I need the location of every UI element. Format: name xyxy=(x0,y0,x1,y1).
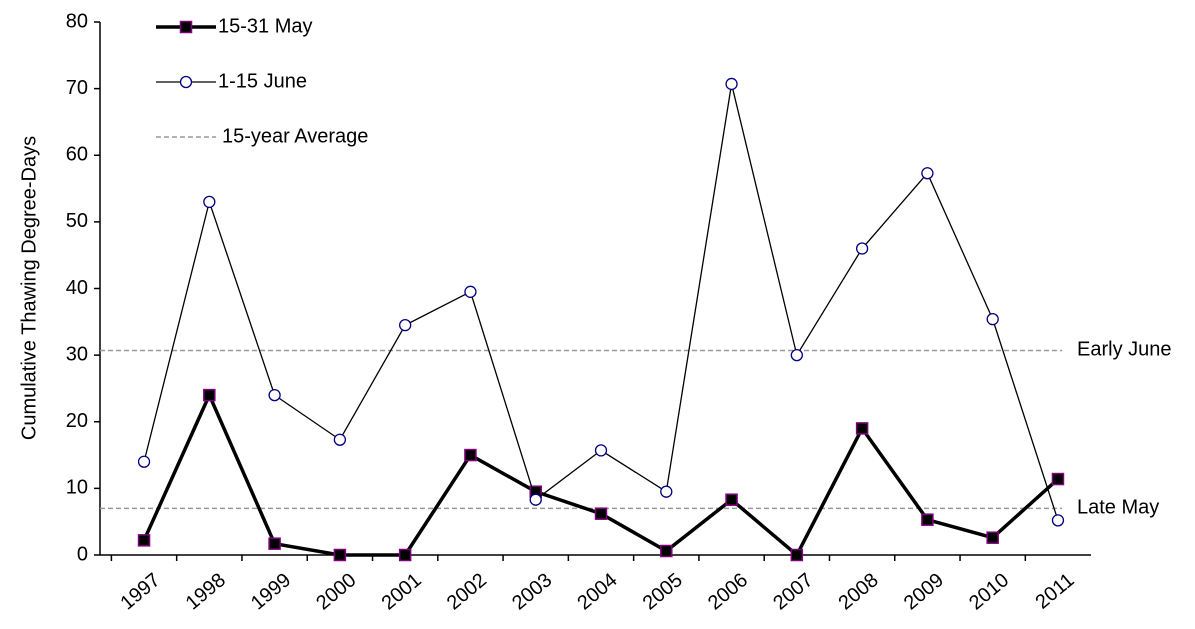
marker xyxy=(660,544,673,558)
marker xyxy=(398,548,412,562)
legend-label: 15-year Average xyxy=(222,125,368,147)
average-label: Early June xyxy=(1077,339,1172,361)
marker xyxy=(464,448,477,462)
average-label: Late May xyxy=(1077,497,1159,519)
legend-marker xyxy=(179,20,193,34)
x-tick-label: 2010 xyxy=(965,569,1013,614)
x-tick-label: 2002 xyxy=(443,569,491,614)
legend-marker xyxy=(179,75,193,89)
marker xyxy=(203,388,216,402)
y-tick-label: 80 xyxy=(66,10,88,32)
marker xyxy=(725,77,738,91)
x-tick-label: 2009 xyxy=(900,569,948,614)
marker xyxy=(725,493,738,506)
x-tick-label: 2005 xyxy=(639,569,687,614)
marker xyxy=(660,485,673,498)
y-tick-label: 70 xyxy=(66,77,88,99)
x-tick-label: 2004 xyxy=(573,569,621,614)
x-tick-label: 1999 xyxy=(247,569,295,614)
marker xyxy=(921,513,934,526)
marker xyxy=(137,534,151,547)
y-tick-label: 0 xyxy=(77,543,88,565)
marker xyxy=(137,455,151,468)
marker xyxy=(268,537,281,550)
marker xyxy=(1051,472,1065,486)
y-tick-label: 10 xyxy=(66,477,88,499)
y-tick-label: 30 xyxy=(66,343,88,365)
legend-label: 15-31 May xyxy=(218,15,313,37)
marker xyxy=(333,548,347,562)
y-axis-label: Cumulative Thawing Degree-Days xyxy=(18,136,40,440)
marker xyxy=(855,422,869,435)
y-tick-label: 60 xyxy=(66,144,88,166)
legend-label: 1-15 June xyxy=(218,70,307,92)
x-tick-label: 2001 xyxy=(378,569,426,614)
x-tick-label: 2007 xyxy=(769,569,817,614)
x-tick-label: 1997 xyxy=(116,569,164,614)
x-tick-label: 2003 xyxy=(508,569,556,614)
marker xyxy=(268,388,281,402)
marker xyxy=(399,318,412,332)
marker xyxy=(790,348,803,362)
marker xyxy=(333,433,347,446)
marker xyxy=(594,507,608,520)
marker xyxy=(1051,514,1065,527)
x-tick-label: 2011 xyxy=(1031,569,1078,614)
marker xyxy=(921,167,934,180)
y-tick-label: 50 xyxy=(66,210,88,232)
marker xyxy=(790,548,804,562)
marker xyxy=(464,285,477,298)
marker xyxy=(529,493,542,506)
x-tick-label: 1998 xyxy=(182,569,230,614)
marker xyxy=(986,312,999,326)
y-tick-label: 40 xyxy=(66,277,88,299)
series-line xyxy=(142,390,1060,558)
marker xyxy=(855,242,869,255)
marker xyxy=(594,444,608,457)
x-tick-label: 2008 xyxy=(834,569,882,614)
marker xyxy=(986,531,999,544)
marker xyxy=(203,195,216,209)
y-tick-label: 20 xyxy=(66,410,88,432)
x-tick-label: 2006 xyxy=(704,569,752,614)
x-tick-label: 2000 xyxy=(312,569,360,614)
